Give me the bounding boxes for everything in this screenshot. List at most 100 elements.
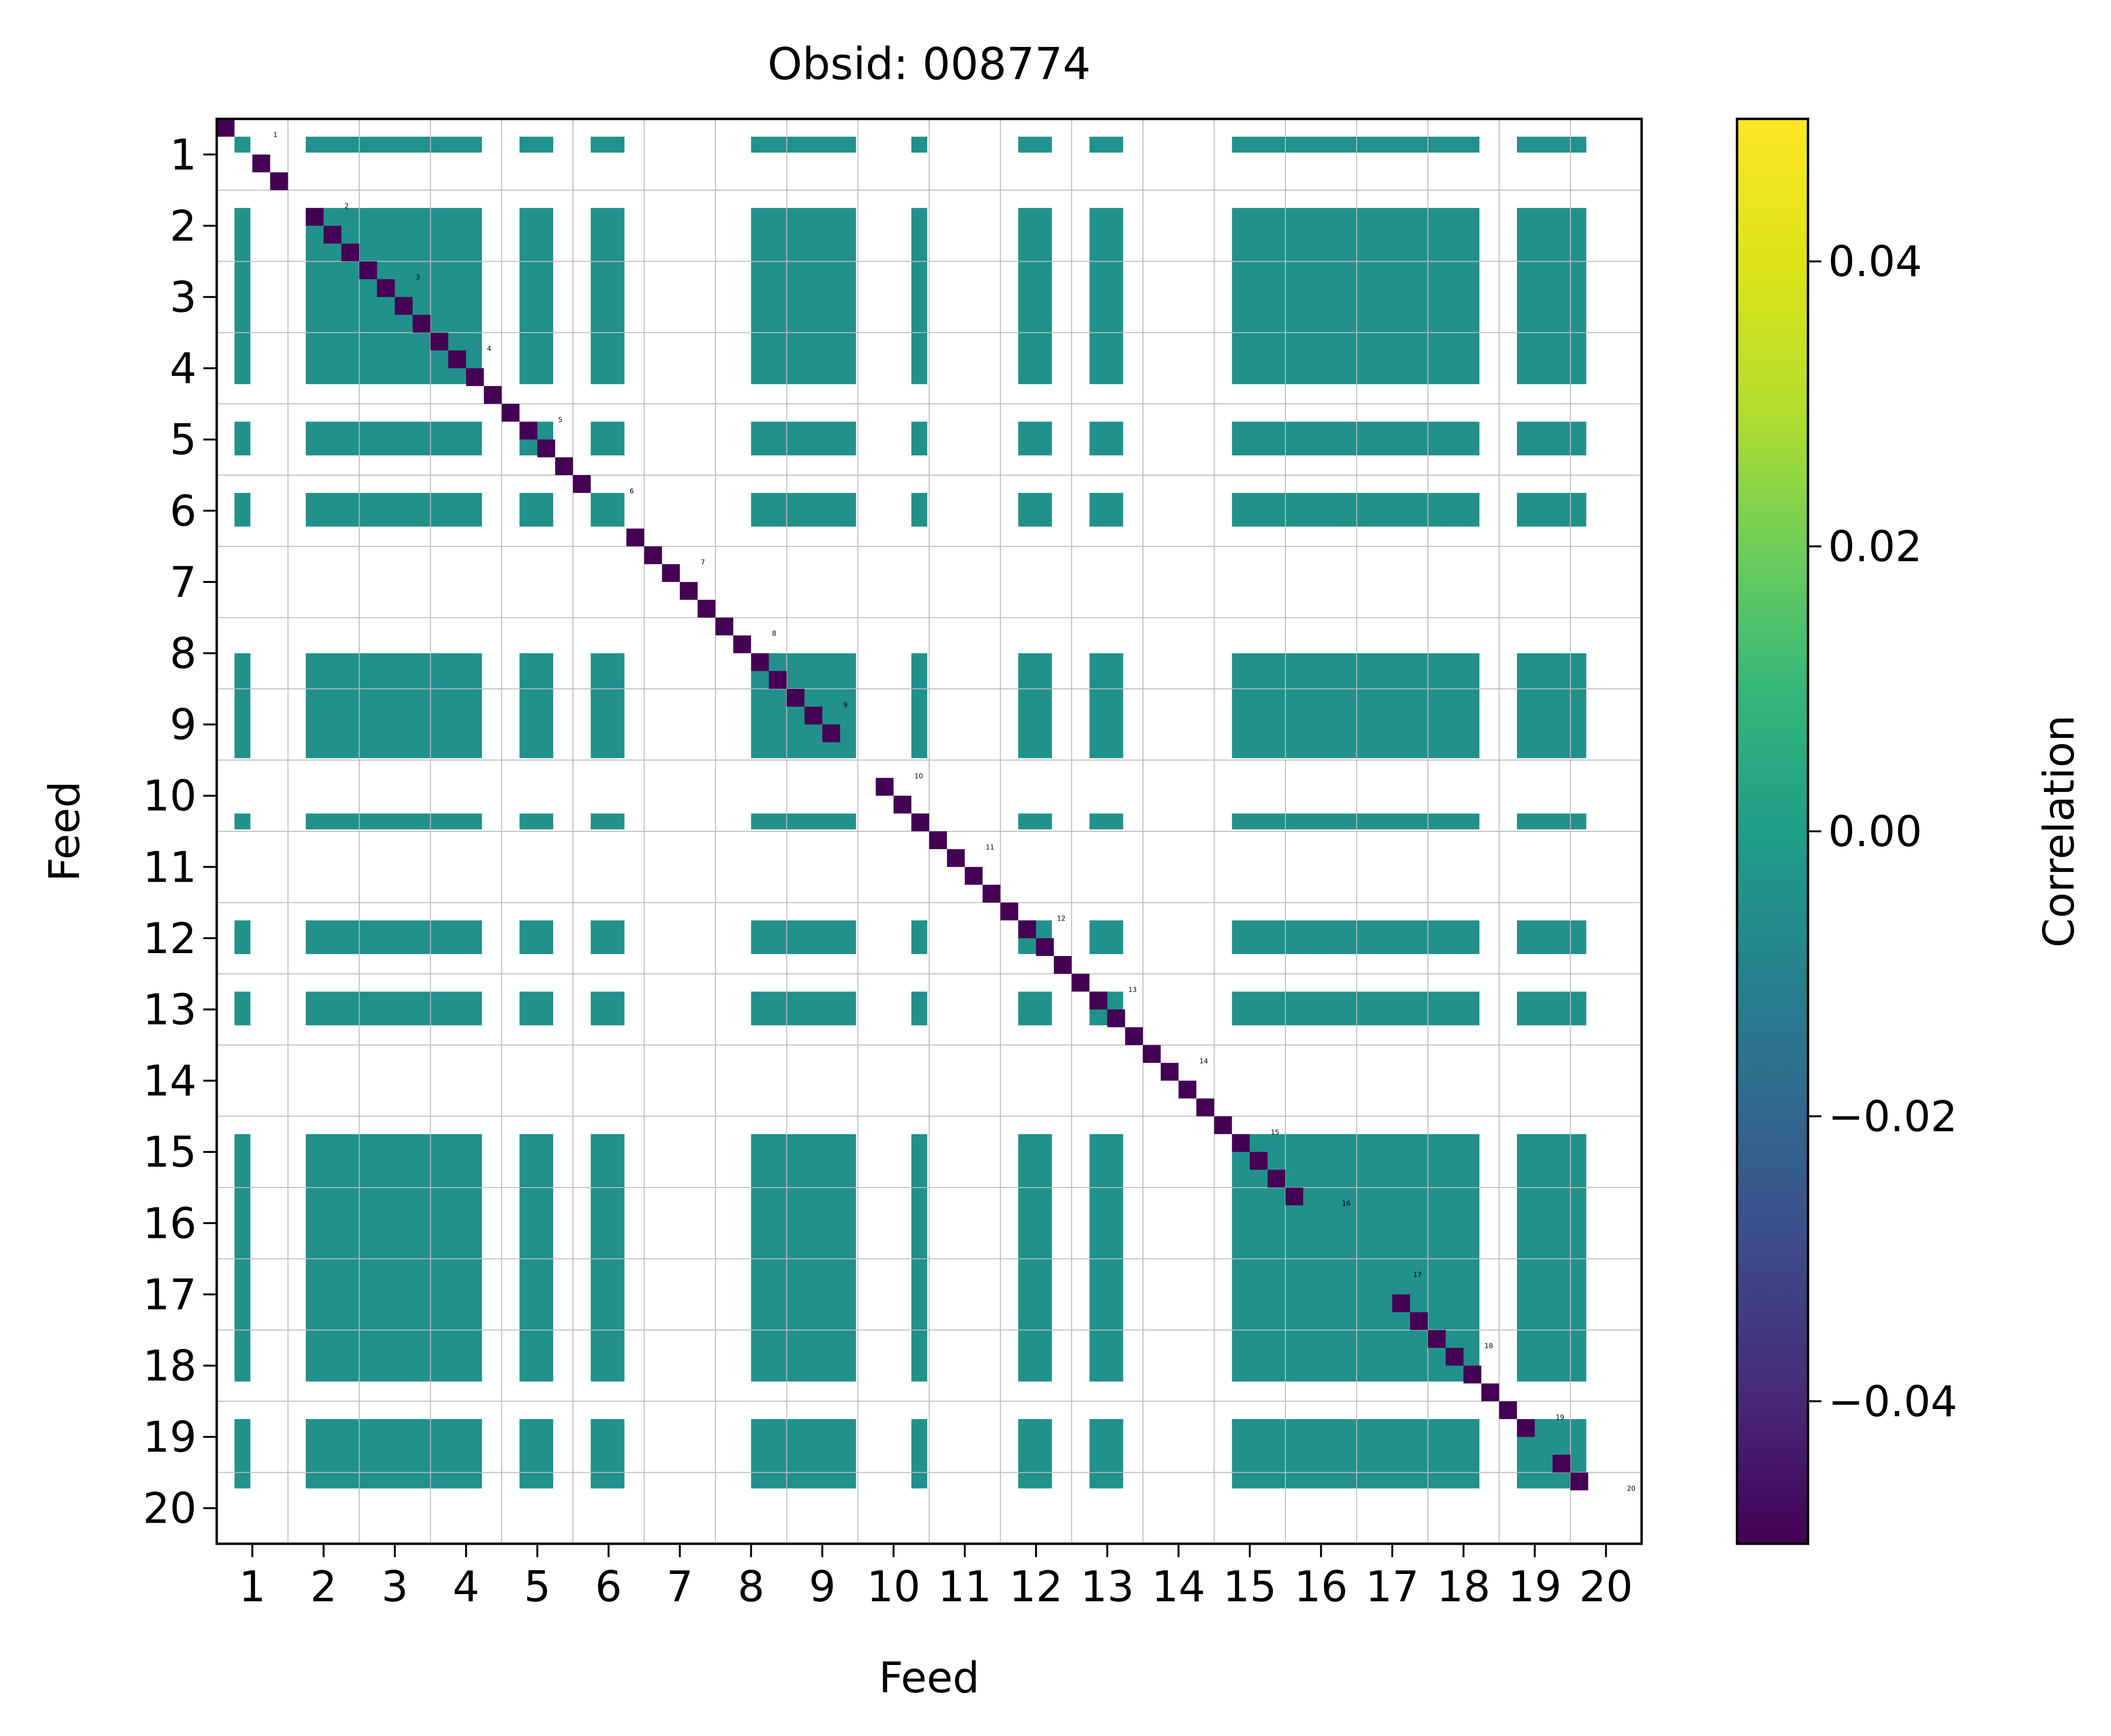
heatmap-block-r2-c4 bbox=[751, 421, 856, 455]
heatmap-block-r3-c9 bbox=[1516, 493, 1586, 527]
y-tick-label: 14 bbox=[143, 1056, 197, 1106]
heatmap-block-r5-c4 bbox=[751, 813, 856, 829]
heatmap-block-r7-c1 bbox=[305, 991, 482, 1025]
x-tick-label: 7 bbox=[666, 1562, 693, 1611]
colorbar-tick-label: −0.02 bbox=[1828, 1092, 1958, 1141]
diagonal-cell bbox=[786, 688, 805, 707]
y-tick-label: 13 bbox=[143, 985, 197, 1035]
x-tick-label: 2 bbox=[310, 1562, 337, 1611]
heatmap-block-r5-c3 bbox=[591, 813, 625, 829]
diagonal-cell bbox=[982, 885, 1001, 903]
diagonal-cell bbox=[341, 244, 360, 262]
diagonal-cell bbox=[947, 849, 965, 867]
diagonal-cell bbox=[305, 208, 324, 226]
heatmap-block-r5-c1 bbox=[305, 813, 482, 829]
plot-frame bbox=[215, 117, 1643, 1545]
heatmap-cells bbox=[234, 137, 1586, 1489]
feed-annotation: 5 bbox=[558, 416, 562, 424]
y-tick-label: 9 bbox=[170, 700, 197, 749]
heatmap-block-r2-c0 bbox=[234, 421, 251, 455]
diagonal-cell bbox=[1214, 1116, 1232, 1134]
colorbar-tick-label: 0.00 bbox=[1828, 807, 1922, 856]
x-tick-label: 6 bbox=[595, 1562, 622, 1611]
heatmap-block-r4-c0 bbox=[234, 653, 251, 758]
diagonal-cell bbox=[715, 618, 734, 636]
feed-annotation: 8 bbox=[772, 630, 776, 638]
diagonal-cell bbox=[1249, 1152, 1268, 1170]
heatmap-block-r6-c0 bbox=[234, 920, 251, 955]
y-tick-label: 17 bbox=[143, 1270, 197, 1319]
feed-annotation: 1 bbox=[273, 131, 278, 139]
heatmap-block-r4-c6 bbox=[1018, 653, 1052, 758]
diagonal-cells bbox=[217, 119, 1588, 1491]
diagonal-cell bbox=[252, 154, 270, 173]
heatmap-block-r7-c0 bbox=[234, 991, 251, 1025]
x-tick-label: 19 bbox=[1508, 1562, 1562, 1611]
diagonal-cell bbox=[1446, 1348, 1464, 1366]
y-tick-label: 2 bbox=[170, 201, 197, 251]
diagonal-cell bbox=[1125, 1027, 1143, 1045]
heatmap-block-r8-c1 bbox=[305, 1134, 482, 1382]
heatmap-block-r0-c3 bbox=[591, 137, 625, 153]
diagonal-cell bbox=[1285, 1188, 1304, 1206]
heatmap-block-r9-c2 bbox=[519, 1419, 553, 1489]
y-tick-label: 4 bbox=[170, 344, 197, 393]
colorbar bbox=[1736, 117, 1809, 1545]
diagonal-cell bbox=[1481, 1383, 1499, 1401]
x-tick-label: 13 bbox=[1081, 1562, 1134, 1611]
diagonal-cell bbox=[1143, 1045, 1161, 1063]
y-tick-label: 5 bbox=[170, 415, 197, 465]
diagonal-cell bbox=[929, 831, 947, 850]
x-tick-label: 14 bbox=[1152, 1562, 1205, 1611]
heatmap-block-r6-c3 bbox=[591, 920, 625, 955]
heatmap-block-r7-c5 bbox=[911, 991, 927, 1025]
heatmap-block-r4-c9 bbox=[1516, 653, 1586, 758]
diagonal-cell bbox=[1232, 1134, 1250, 1152]
heatmap-block-r4-c8 bbox=[1232, 653, 1480, 758]
x-tick-label: 11 bbox=[938, 1562, 991, 1611]
heatmap-block-r8-c7 bbox=[1089, 1134, 1123, 1382]
heatmap-block-r5-c8 bbox=[1232, 813, 1480, 829]
heatmap-block-r9-c7 bbox=[1089, 1419, 1123, 1489]
feed-annotation: 3 bbox=[416, 274, 420, 281]
colorbar-tick-label: −0.04 bbox=[1828, 1377, 1958, 1426]
heatmap-block-r6-c9 bbox=[1516, 920, 1586, 955]
heatmap-block-r2-c8 bbox=[1232, 421, 1480, 455]
diagonal-cell bbox=[965, 867, 983, 885]
heatmap-block-r1-c4 bbox=[751, 208, 856, 384]
y-tick-label: 1 bbox=[170, 130, 197, 179]
heatmap-block-r5-c7 bbox=[1089, 813, 1123, 829]
feed-annotation: 7 bbox=[701, 559, 705, 567]
heatmap-block-r4-c5 bbox=[911, 653, 927, 758]
heatmap-block-r7-c9 bbox=[1516, 991, 1586, 1025]
feed-annotation: 17 bbox=[1413, 1271, 1422, 1279]
feed-annotation: 12 bbox=[1057, 915, 1066, 923]
x-tick-label: 15 bbox=[1223, 1562, 1277, 1611]
diagonal-cell bbox=[1267, 1169, 1285, 1188]
diagonal-cell bbox=[484, 386, 502, 404]
feed-annotation: 2 bbox=[345, 203, 349, 210]
diagonal-cell bbox=[1463, 1365, 1481, 1384]
heatmap-block-r9-c5 bbox=[911, 1419, 927, 1489]
heatmap-block-r8-c5 bbox=[911, 1134, 927, 1382]
heatmap-block-r3-c1 bbox=[305, 493, 482, 527]
heatmap-block-r0-c5 bbox=[911, 137, 927, 153]
x-tick-label: 16 bbox=[1294, 1562, 1348, 1611]
feed-annotation: 11 bbox=[986, 844, 994, 851]
x-tick-label: 9 bbox=[809, 1562, 836, 1611]
diagonal-cell bbox=[911, 813, 929, 831]
x-tick-label: 4 bbox=[453, 1562, 479, 1611]
y-tick-label: 3 bbox=[170, 273, 197, 322]
heatmap-block-r3-c0 bbox=[234, 493, 251, 527]
heatmap-block-r8-c2 bbox=[519, 1134, 553, 1382]
diagonal-cell bbox=[1516, 1419, 1535, 1437]
feed-annotation: 18 bbox=[1484, 1342, 1493, 1350]
diagonal-cell bbox=[804, 706, 823, 725]
heatmap-block-r2-c1 bbox=[305, 421, 482, 455]
y-tick-label: 11 bbox=[143, 842, 197, 892]
diagonal-cell bbox=[1107, 1009, 1125, 1027]
heatmap-block-r9-c4 bbox=[751, 1419, 856, 1489]
